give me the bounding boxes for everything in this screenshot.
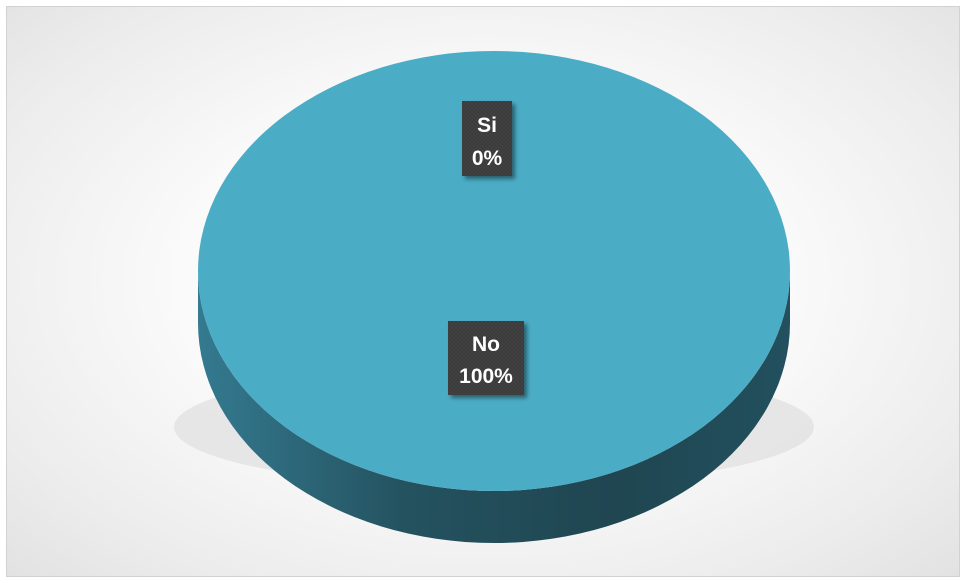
- pie-side: [198, 271, 790, 543]
- data-label-si: [462, 101, 512, 176]
- data-label-si-category: Si: [477, 114, 497, 137]
- pie-chart: Si 0% No 100%: [174, 51, 814, 543]
- pie-slices: [198, 51, 790, 491]
- data-label-no: [448, 321, 524, 395]
- data-label-no-category: No: [472, 333, 500, 356]
- data-label-no-percent: 100%: [459, 365, 513, 388]
- data-label-si-percent: 0%: [472, 147, 503, 170]
- pie-slice-no: [198, 51, 790, 491]
- chart-area: Si 0% No 100%: [6, 6, 960, 577]
